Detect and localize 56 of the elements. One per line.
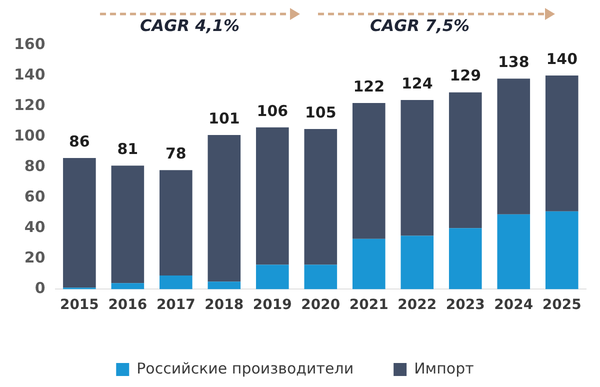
x-tick-label: 2015	[60, 297, 99, 314]
bar	[352, 103, 386, 239]
total-label: 129	[450, 66, 482, 85]
text: CAGR 7,5%	[370, 16, 470, 35]
bar	[304, 264, 338, 290]
bar	[497, 78, 530, 214]
x-tick-label: 2021	[349, 297, 388, 314]
bar	[160, 275, 192, 290]
x-tick-label: 2022	[398, 297, 437, 314]
y-tick-label: 60	[24, 188, 46, 206]
bar	[400, 236, 434, 290]
text: CAGR 4,1%	[140, 16, 240, 35]
y-tick-label: 120	[14, 96, 46, 114]
x-tick-label: 2023	[446, 297, 485, 314]
y-tick-label: 100	[14, 126, 46, 144]
bar	[63, 158, 96, 288]
total-label: 81	[117, 140, 138, 158]
bar	[448, 92, 482, 228]
legend-label: Российские производители	[136, 359, 354, 378]
y-tick-label: 40	[24, 218, 46, 236]
bar	[256, 127, 289, 265]
bar	[208, 282, 241, 290]
x-tick-label: 2018	[204, 297, 244, 314]
x-tick-label: 2020	[301, 297, 340, 314]
x-tick-label: 2024	[494, 297, 534, 314]
bar	[545, 76, 578, 212]
bar	[497, 214, 530, 290]
x-tick-label: 2025	[542, 297, 582, 314]
total-label: 140	[546, 50, 578, 68]
total-label: 86	[68, 132, 90, 150]
x-tick-label: 2017	[156, 297, 196, 314]
bar	[111, 283, 144, 290]
x-tick-label: 2016	[108, 297, 148, 314]
total-label: 122	[353, 77, 385, 96]
legend-label: Импорт	[414, 359, 474, 378]
total-label: 101	[208, 109, 240, 128]
bar	[256, 264, 289, 290]
bar	[545, 211, 578, 290]
total-label: 106	[256, 102, 288, 120]
bar	[111, 166, 144, 284]
y-tick-label: 80	[24, 156, 46, 175]
bar	[208, 135, 241, 282]
x-tick-label: 2019	[252, 297, 292, 314]
y-tick-label: 160	[14, 34, 46, 53]
bar	[160, 170, 192, 276]
total-label: 78	[165, 144, 186, 163]
total-label: 138	[498, 52, 530, 71]
total-label: 105	[305, 103, 336, 122]
bar	[448, 228, 482, 290]
y-tick-label: 140	[14, 65, 46, 84]
bar	[352, 238, 386, 290]
total-label: 124	[401, 74, 433, 92]
y-tick-label: 0	[34, 279, 46, 298]
bar	[304, 128, 338, 265]
bar	[400, 100, 434, 236]
y-tick-label: 20	[24, 248, 46, 267]
